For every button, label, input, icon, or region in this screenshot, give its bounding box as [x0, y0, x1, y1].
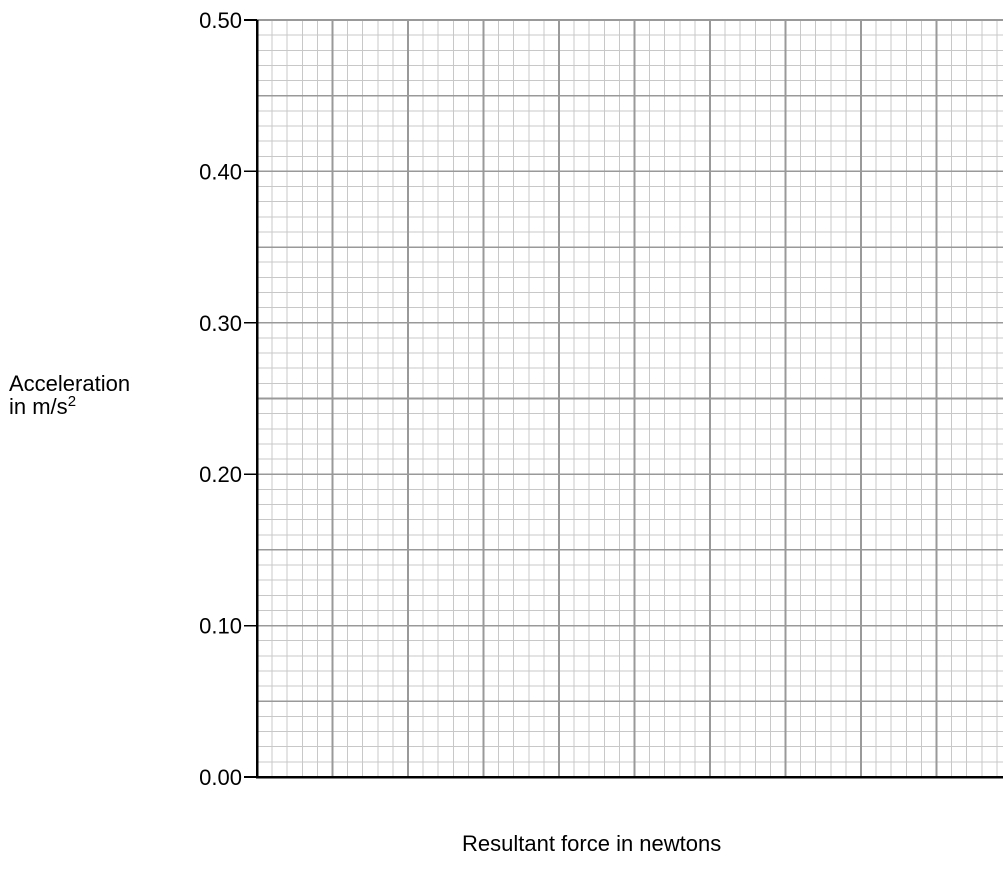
y-tick-label: 0.30: [199, 311, 242, 336]
y-tick-label: 0.50: [199, 8, 242, 33]
y-axis-label-line1: Acceleration: [9, 371, 130, 396]
y-tick-label: 0.40: [199, 159, 242, 184]
y-tick-label: 0.00: [199, 765, 242, 790]
y-axis-label-superscript: 2: [68, 393, 76, 410]
x-axis-label: Resultant force in newtons: [462, 831, 721, 856]
y-tick-label: 0.10: [199, 614, 242, 639]
y-tick-label: 0.20: [199, 462, 242, 487]
axes: [255, 20, 1003, 779]
y-axis-label-line2: in m/s2: [9, 393, 76, 419]
major-grid: [257, 19, 1003, 777]
y-axis-label-unit: in m/s: [9, 394, 68, 419]
y-ticks: 0.00 0.10 0.20 0.30 0.40 0.50: [199, 8, 257, 790]
